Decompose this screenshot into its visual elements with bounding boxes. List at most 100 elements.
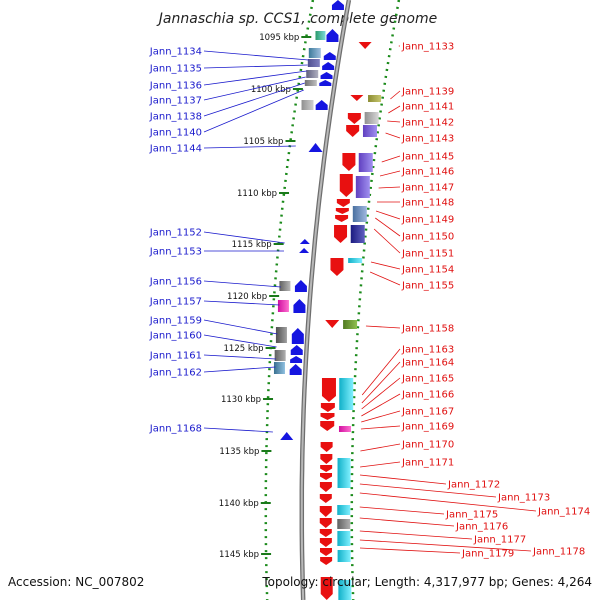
feature-box bbox=[343, 320, 358, 329]
reverse-gene-label: Jann_1164 bbox=[401, 358, 454, 369]
reverse-gene-arrow bbox=[319, 494, 332, 503]
ruler-right bbox=[350, 0, 401, 600]
forward-gene-arrow bbox=[291, 328, 304, 344]
reverse-gene-arrow bbox=[320, 473, 333, 480]
forward-gene-arrow bbox=[299, 239, 310, 244]
forward-gene-label: Jann_1140 bbox=[149, 128, 202, 139]
ruler-dots bbox=[264, 0, 401, 600]
reverse-label-leader bbox=[359, 483, 497, 498]
kbp-tick-label: 1130 kbp bbox=[221, 395, 261, 405]
forward-gene-label: Jann_1161 bbox=[149, 351, 202, 362]
reverse-label-leader bbox=[360, 443, 401, 452]
reverse-gene-arrow bbox=[319, 538, 332, 547]
reverse-gene-label: Jann_1177 bbox=[473, 535, 526, 546]
feature-box bbox=[350, 225, 365, 243]
feature-box bbox=[339, 378, 354, 410]
feature-box bbox=[358, 153, 373, 172]
reverse-gene-label: Jann_1171 bbox=[401, 458, 454, 469]
reverse-gene-arrow bbox=[320, 465, 333, 472]
reverse-label-leader bbox=[359, 492, 537, 512]
reverse-gene-label: Jann_1150 bbox=[401, 232, 454, 243]
reverse-gene-label: Jann_1166 bbox=[401, 390, 454, 401]
kbp-tick-label: 1115 kbp bbox=[232, 240, 272, 250]
reverse-gene-label: Jann_1146 bbox=[401, 167, 454, 178]
reverse-label-leader bbox=[359, 517, 455, 527]
forward-label-leader bbox=[203, 231, 285, 244]
reverse-gene-label: Jann_1155 bbox=[401, 281, 454, 292]
feature-box bbox=[337, 531, 351, 546]
forward-gene-arrow bbox=[326, 29, 339, 42]
forward-label-leader bbox=[203, 145, 296, 149]
reverse-gene-arrow bbox=[320, 577, 333, 600]
forward-label-leader bbox=[203, 89, 304, 133]
reverse-gene-label: Jann_1139 bbox=[401, 87, 454, 98]
reverse-label-leader bbox=[369, 271, 401, 286]
forward-gene-label: Jann_1136 bbox=[149, 81, 202, 92]
reverse-label-leader bbox=[359, 506, 445, 515]
reverse-gene-label: Jann_1148 bbox=[401, 198, 454, 209]
reverse-gene-label: Jann_1165 bbox=[401, 374, 454, 385]
kbp-tick-label: 1140 kbp bbox=[219, 499, 259, 509]
reverse-gene-arrow bbox=[335, 208, 349, 214]
forward-gene-arrow bbox=[293, 299, 306, 313]
feature-box bbox=[364, 112, 379, 124]
reverse-label-leader bbox=[375, 217, 401, 237]
reverse-label-leader bbox=[361, 348, 401, 396]
reverse-label-leader bbox=[385, 132, 401, 139]
kbp-tick-label: 1095 kbp bbox=[259, 33, 299, 43]
reverse-label-leader bbox=[387, 120, 401, 123]
backbone-highlight bbox=[300, 0, 350, 600]
forward-gene-arrow bbox=[320, 72, 333, 79]
feature-box bbox=[338, 426, 351, 432]
map-title: Jannaschia sp. CCS1, complete genome bbox=[156, 11, 437, 27]
forward-gene-label: Jann_1157 bbox=[149, 297, 202, 308]
reverse-gene-arrow bbox=[319, 506, 332, 517]
feature-box bbox=[277, 300, 289, 312]
reverse-label-leader bbox=[361, 377, 401, 410]
ruler-left bbox=[264, 0, 315, 600]
reverse-gene-arrow bbox=[320, 421, 335, 431]
reverse-labels: Jann_1133 Jann_1139 Jann_1141 Jann_1142 Jann… bbox=[359, 42, 590, 560]
reverse-label-leader bbox=[381, 155, 401, 163]
forward-gene-label: Jann_1162 bbox=[149, 368, 202, 379]
reverse-gene-label: Jann_1167 bbox=[401, 407, 454, 418]
feature-box bbox=[352, 206, 367, 222]
forward-gene-arrow bbox=[331, 0, 344, 10]
kbp-tick-label: 1125 kbp bbox=[224, 344, 264, 354]
kbp-ticks: 1095 kbp 1100 kbp 1105 kbp 1110 kbp 1115 kbp… bbox=[219, 33, 312, 560]
reverse-gene-label: Jann_1169 bbox=[401, 422, 454, 433]
reverse-gene-label: Jann_1147 bbox=[401, 183, 454, 194]
feature-box bbox=[337, 550, 351, 562]
forward-gene-arrow bbox=[299, 248, 310, 253]
kbp-tick-label: 1110 kbp bbox=[237, 189, 277, 199]
forward-gene-arrow bbox=[308, 143, 323, 152]
feature-box bbox=[368, 95, 382, 102]
reverse-gene-arrow bbox=[339, 174, 353, 197]
kbp-tick-label: 1120 kbp bbox=[227, 292, 267, 302]
reverse-label-leader bbox=[390, 90, 401, 100]
forward-gene-arrow bbox=[289, 364, 302, 375]
forward-gene-arrow bbox=[315, 100, 328, 110]
forward-gene-arrow bbox=[319, 80, 332, 86]
forward-label-leader bbox=[203, 300, 280, 306]
forward-gene-label: Jann_1159 bbox=[149, 316, 202, 327]
reverse-gene-label: Jann_1178 bbox=[532, 547, 585, 558]
feature-box bbox=[304, 80, 317, 86]
reverse-gene-arrow bbox=[335, 215, 349, 222]
reverse-label-leader bbox=[375, 210, 401, 220]
forward-gene-arrow bbox=[290, 345, 303, 355]
reverse-gene-label: Jann_1133 bbox=[401, 42, 454, 53]
reverse-gene-arrow bbox=[319, 548, 332, 556]
reverse-gene-arrow bbox=[320, 413, 335, 420]
reverse-gene-label: Jann_1163 bbox=[401, 345, 454, 356]
feature-box bbox=[362, 125, 377, 137]
reverse-gene-arrow bbox=[320, 557, 333, 565]
forward-gene-label: Jann_1156 bbox=[149, 277, 202, 288]
kbp-tick-label: 1145 kbp bbox=[219, 550, 259, 560]
reverse-gene-arrow bbox=[334, 225, 348, 243]
reverse-gene-label: Jann_1179 bbox=[461, 549, 514, 560]
forward-label-leader bbox=[203, 70, 307, 86]
forward-label-leader bbox=[203, 334, 277, 348]
kbp-tick-label: 1105 kbp bbox=[243, 137, 283, 147]
